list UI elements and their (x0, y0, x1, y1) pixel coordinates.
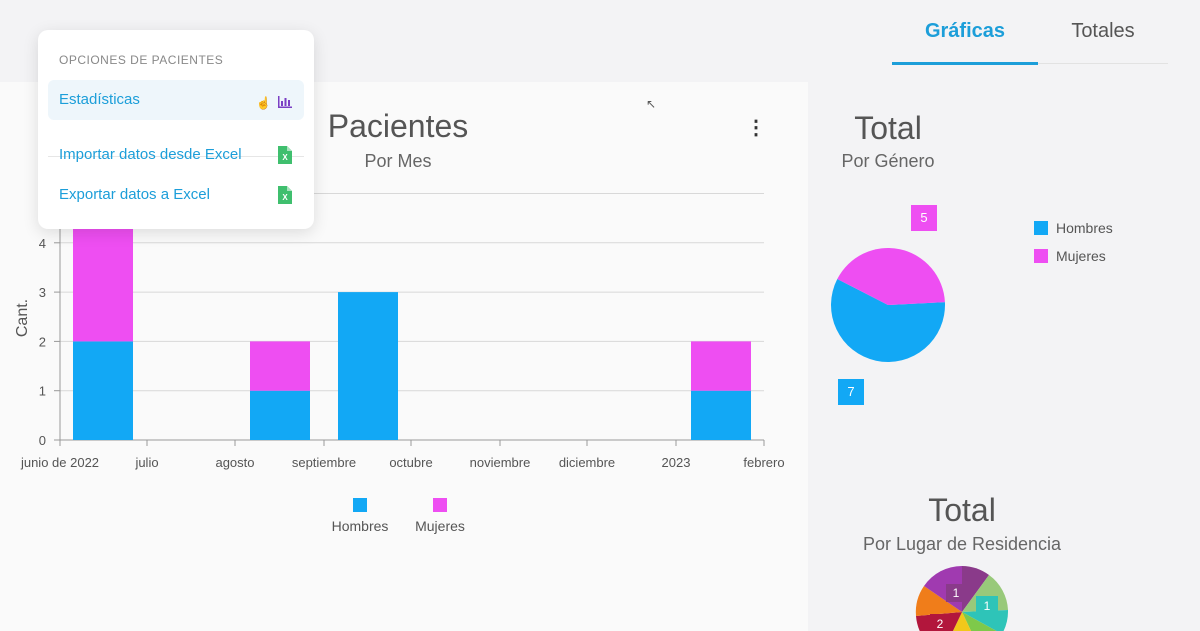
pie-legend-hombres[interactable]: Hombres (1034, 214, 1113, 242)
y-tick-label: 1 (39, 384, 46, 399)
bar-chart-subtitle: Por Mes (364, 151, 432, 171)
gender-pie-chart (831, 248, 945, 362)
patient-options-menu: OPCIONES DE PACIENTES Estadísticas Impor… (38, 30, 314, 229)
gender-pie-legend: Hombres Mujeres (1034, 214, 1113, 270)
legend-item-mujeres[interactable]: Mujeres (400, 498, 480, 534)
residence-label: 1 (953, 586, 960, 600)
mujeres-value-label: 5 (911, 205, 937, 231)
menu-item-label: Importar datos desde Excel (59, 146, 242, 163)
y-tick-label: 0 (39, 433, 46, 448)
pie-slice-hombres[interactable] (831, 279, 945, 362)
x-tick-label: octubre (389, 455, 432, 470)
svg-text:X: X (282, 193, 288, 202)
x-tick-label: febrero (743, 455, 784, 470)
menu-item-estadisticas[interactable]: Estadísticas (48, 80, 304, 120)
bar-chart-icon (278, 96, 292, 108)
x-tick-label: 2023 (662, 455, 691, 470)
bar-chart-legend: Hombres Mujeres (320, 498, 480, 534)
tab-totales[interactable]: Totales (1071, 20, 1135, 42)
y-tick-label: 2 (39, 334, 46, 349)
legend-swatch-mujeres (433, 498, 447, 512)
hand-pointer-icon: ☝ (256, 96, 271, 110)
tab-graficas[interactable]: Gráficas (924, 20, 1006, 42)
pie-legend-mujeres[interactable]: Mujeres (1034, 242, 1113, 270)
residence-label: 1 (984, 599, 991, 613)
active-tab-indicator (892, 62, 1038, 65)
pie-legend-swatch-hombres (1034, 221, 1048, 235)
x-tick-label: agosto (215, 455, 254, 470)
x-tick-label: diciembre (559, 455, 615, 470)
bar-hombres (691, 390, 751, 440)
bar-hombres (250, 390, 310, 440)
menu-item-exportar-excel[interactable]: Exportar datos a Excel X (48, 175, 304, 215)
residence-label: 2 (937, 617, 944, 631)
menu-item-label: Estadísticas (59, 91, 140, 108)
residence-slice (915, 586, 962, 616)
hombres-value-label: 7 (838, 379, 864, 405)
menu-header: OPCIONES DE PACIENTES (59, 53, 224, 67)
excel-file-icon: X (278, 186, 292, 204)
excel-file-icon: X (278, 146, 292, 164)
pie-slice-mujeres[interactable] (837, 248, 945, 305)
y-tick-label: 4 (39, 236, 46, 251)
bar-chart-title: Pacientes (327, 108, 469, 144)
x-tick-label: junio de 2022 (20, 455, 99, 470)
svg-text:X: X (282, 153, 288, 162)
mouse-pointer-icon: ↖ (646, 97, 657, 111)
residence-pie-title: Total (928, 492, 996, 528)
residence-pie-subtitle: Por Lugar de Residencia (862, 534, 1062, 554)
x-tick-label: septiembre (292, 455, 356, 470)
menu-item-importar-excel[interactable]: Importar datos desde Excel X (48, 135, 304, 175)
bar-mujeres (250, 341, 310, 391)
residence-label-box (946, 584, 966, 602)
x-tick-label: noviembre (470, 455, 531, 470)
y-tick-label: 3 (39, 285, 46, 300)
pie-legend-swatch-mujeres (1034, 249, 1048, 263)
tab-bar: Gráficas Totales (892, 0, 1168, 65)
residence-slice (962, 566, 989, 612)
residence-label-box (976, 596, 998, 616)
more-options-icon[interactable]: ⋮ (746, 117, 766, 139)
gender-pie-title: Total (854, 110, 922, 146)
menu-divider (48, 156, 304, 157)
gender-pie-subtitle: Por Género (841, 151, 935, 171)
legend-swatch-hombres (353, 498, 367, 512)
bar-hombres (338, 292, 398, 440)
menu-item-label: Exportar datos a Excel (59, 186, 210, 203)
bar-mujeres (691, 341, 751, 391)
residence-label-box (930, 614, 950, 631)
residence-slice (952, 612, 972, 631)
x-tick-label: julio (134, 455, 158, 470)
residence-pie-chart: 1 1 2 (915, 565, 1009, 631)
bar-hombres (73, 341, 133, 440)
legend-item-hombres[interactable]: Hombres (320, 498, 400, 534)
y-axis-label: Cant. (14, 299, 31, 337)
